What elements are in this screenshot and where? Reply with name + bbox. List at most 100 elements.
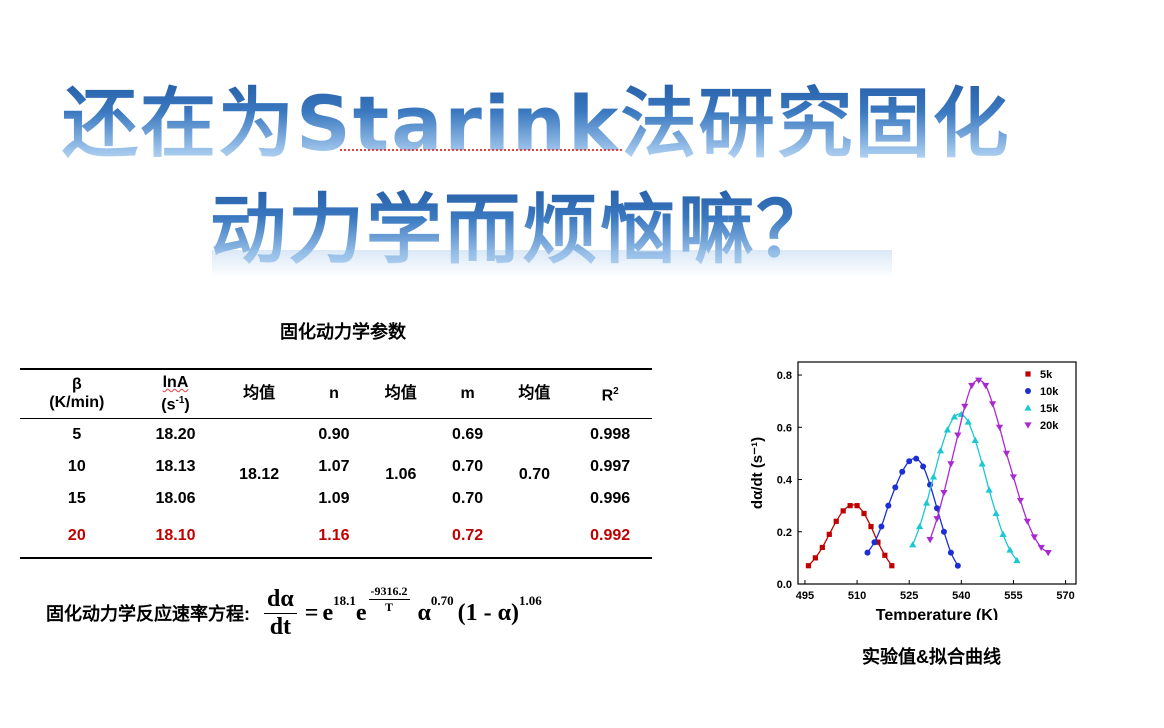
data-point-5k — [868, 523, 874, 530]
exp-e2-fraction: -9316.2 T — [368, 583, 410, 615]
lnA-unit-base: (s — [161, 396, 176, 414]
r2-exp: 2 — [613, 385, 619, 397]
data-point-20k — [933, 516, 941, 523]
header-beta: β (K/min) — [20, 369, 134, 419]
exp-e1-power: 18.1 — [333, 593, 356, 608]
data-point-20k — [940, 489, 948, 497]
fit-curve-15k — [912, 413, 1018, 561]
table-row-highlight: 20 18.10 1.16 0.72 0.992 — [20, 515, 652, 558]
cell-r2: 0.997 — [590, 458, 631, 475]
cell-lnA: 18.13 — [155, 458, 196, 475]
table-row: 10 18.13 1.07 0.70 0.997 — [20, 451, 652, 483]
lhs-numerator: dα — [264, 586, 297, 614]
data-point-20k — [1044, 550, 1052, 557]
data-point-15k — [999, 530, 1007, 537]
alpha-symbol: α — [417, 599, 431, 626]
kinetic-parameters-table: β (K/min) lnA (s-1) 均值 n 均值 m 均值 R2 5 18… — [20, 368, 652, 559]
legend-label-15k: 15k — [1040, 403, 1059, 415]
cell-beta: 5 — [72, 426, 82, 443]
cell-m: 0.72 — [452, 527, 484, 544]
data-point-5k — [819, 544, 825, 551]
exp-e2: e — [355, 599, 367, 626]
y-axis-label: dα/dt (s⁻¹) — [749, 437, 766, 509]
data-point-10k — [864, 549, 871, 556]
header-mean-m: 均值 — [518, 385, 551, 402]
data-point-20k — [926, 537, 934, 544]
cell-mean-m: 0.70 — [518, 465, 550, 483]
data-point-10k — [934, 505, 940, 512]
data-point-20k — [1009, 474, 1018, 481]
lhs-fraction: dα dt — [264, 586, 297, 641]
data-point-20k — [989, 401, 997, 408]
data-point-20k — [954, 432, 962, 439]
cell-lnA: 18.10 — [155, 527, 196, 544]
data-point-20k — [947, 461, 955, 468]
data-point-5k — [833, 518, 839, 524]
data-point-15k — [936, 447, 945, 454]
legend-marker-15k — [1024, 404, 1032, 411]
x-tick-label: 540 — [952, 590, 970, 602]
cell-n: 1.09 — [318, 490, 350, 507]
y-tick-label: 0.0 — [777, 579, 792, 591]
x-axis-label: Temperature (K) — [876, 607, 998, 620]
header-beta-symbol: β — [71, 376, 82, 393]
cell-n: 1.07 — [318, 458, 350, 475]
cell-lnA: 18.06 — [155, 490, 196, 507]
data-point-15k — [971, 436, 979, 443]
cell-m: 0.70 — [452, 458, 484, 475]
exp-e2-denominator: T — [384, 599, 393, 614]
y-tick-label: 0.2 — [777, 527, 792, 539]
table-title: 固化动力学参数 — [280, 322, 406, 342]
legend-label-20k: 20k — [1040, 420, 1059, 432]
cell-m: 0.69 — [452, 426, 484, 443]
data-point-5k — [805, 563, 812, 569]
spellcheck-underline — [340, 146, 622, 151]
alpha-power: 0.70 — [430, 593, 454, 608]
header-lnA-unit: (s-1) — [135, 392, 217, 414]
header-mean-n: 均值 — [384, 385, 417, 402]
data-point-15k — [922, 499, 931, 506]
r2-base: R — [601, 387, 614, 405]
paren-term: (1 - α) — [457, 599, 520, 626]
cell-r2: 0.996 — [590, 490, 631, 507]
headline-reflection — [212, 250, 892, 278]
data-point-15k — [978, 460, 986, 467]
x-tick-label: 495 — [796, 590, 814, 602]
table-row: 15 18.06 1.09 0.70 0.996 — [20, 483, 652, 515]
data-point-15k — [950, 413, 958, 420]
cell-mean-lnA: 18.12 — [239, 465, 280, 483]
lhs-denominator: dt — [269, 613, 292, 640]
cell-m: 0.70 — [452, 490, 484, 507]
data-point-20k — [968, 382, 976, 390]
data-point-10k — [947, 549, 954, 556]
data-point-20k — [1002, 450, 1011, 458]
data-point-20k — [975, 377, 983, 384]
data-point-10k — [920, 463, 927, 470]
data-point-10k — [878, 523, 885, 530]
cell-n: 0.90 — [318, 426, 350, 443]
data-point-10k — [906, 458, 913, 465]
paren-power: 1.06 — [519, 593, 542, 608]
exp-e2-numerator: -9316.2 — [368, 583, 410, 600]
header-n: n — [329, 385, 339, 402]
header-beta-unit: (K/min) — [49, 394, 105, 411]
legend-marker-10k — [1025, 388, 1031, 394]
plot-frame — [797, 361, 1077, 585]
cell-n: 1.16 — [318, 527, 350, 544]
cell-r2: 0.992 — [590, 527, 631, 544]
equation-label: 固化动力学反应速率方程: — [46, 604, 250, 624]
legend-marker-20k — [1024, 422, 1032, 429]
table-header-row: β (K/min) lnA (s-1) 均值 n 均值 m 均值 R2 — [20, 369, 652, 419]
data-point-20k — [961, 403, 969, 410]
table-row: 5 18.20 18.12 0.90 1.06 0.69 0.70 0.998 — [20, 419, 652, 483]
data-point-20k — [1037, 544, 1045, 552]
data-point-5k — [882, 552, 888, 558]
header-r2: R2 — [568, 369, 652, 419]
y-tick-label: 0.8 — [777, 370, 792, 382]
data-point-15k — [1013, 556, 1021, 564]
x-tick-label: 510 — [848, 590, 866, 602]
data-point-5k — [826, 531, 832, 537]
fit-curve-5k — [807, 504, 893, 567]
y-tick-label: 0.6 — [777, 422, 792, 434]
data-point-10k — [885, 502, 892, 509]
